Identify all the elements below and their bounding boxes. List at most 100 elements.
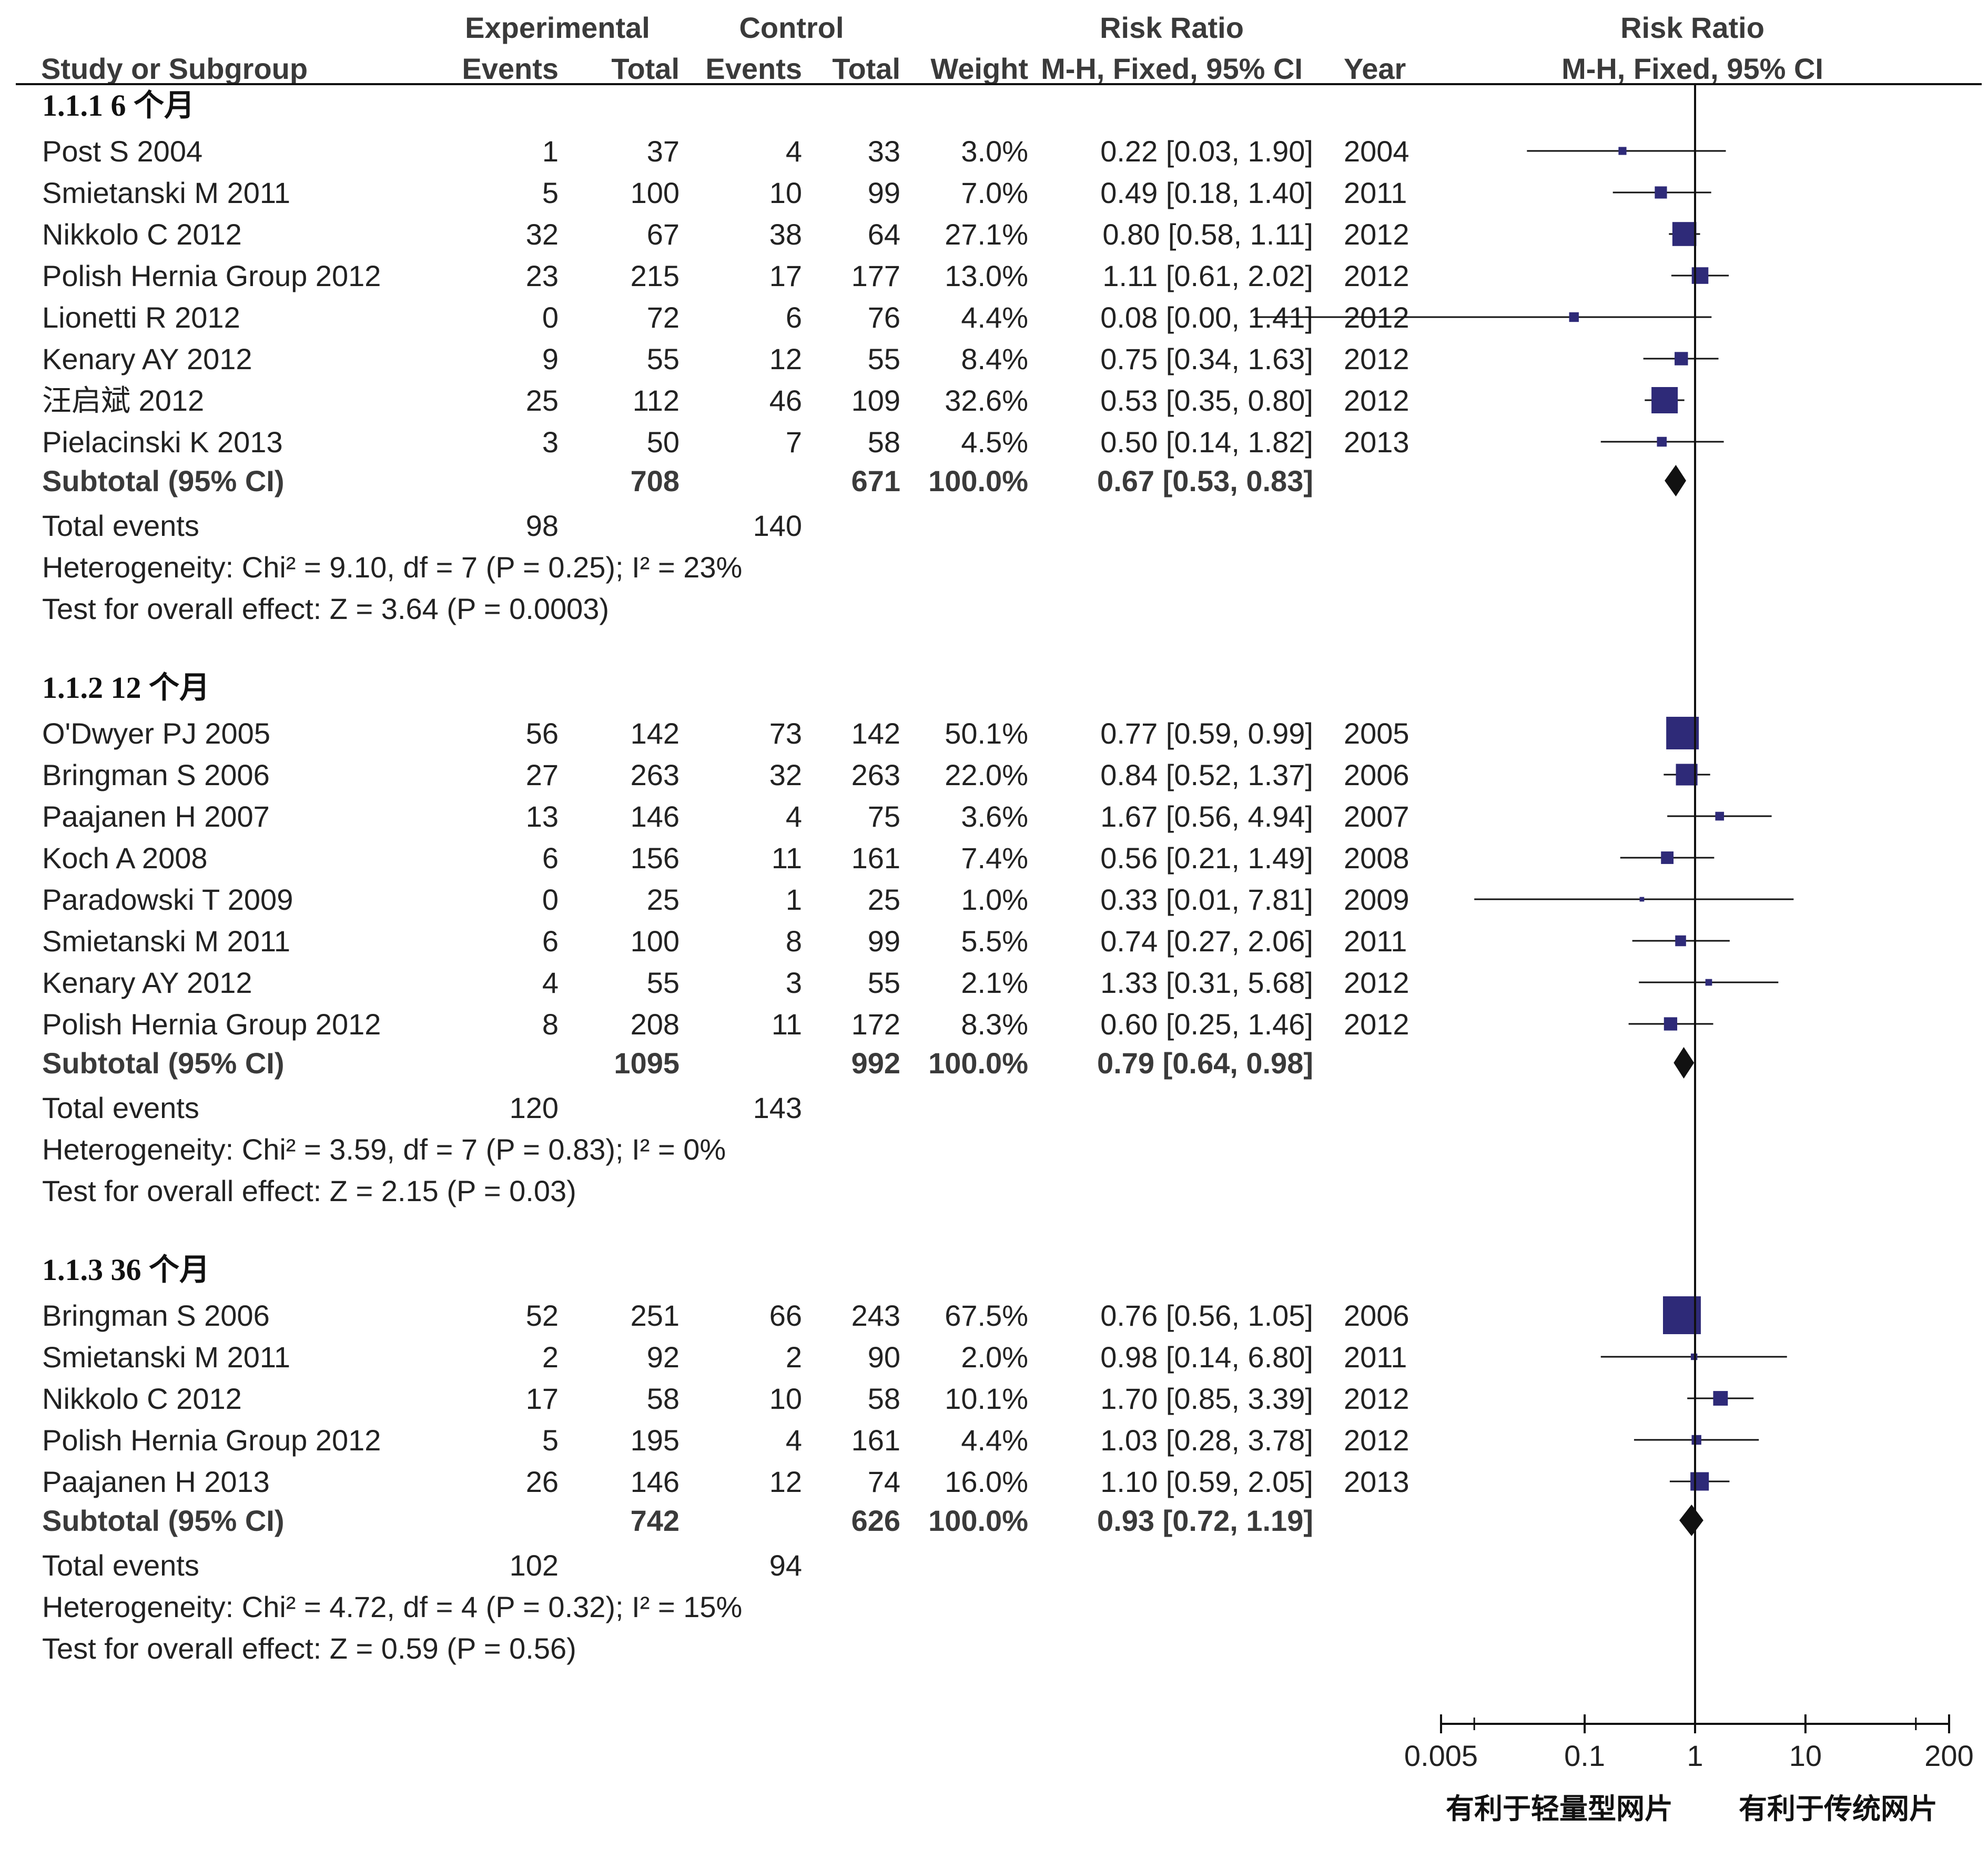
study-name: 汪启斌 2012 xyxy=(42,384,204,417)
study-row: Nikkolo C 2012 17 58 10 58 10.1% 1.70 [0.85, 3… xyxy=(42,1382,1409,1415)
study-weight-square xyxy=(1639,897,1645,902)
risk-ratio-ci: 0.98 [0.14, 6.80] xyxy=(1100,1340,1313,1374)
ctrl-events: 11 xyxy=(772,1008,802,1041)
x-axis: 0.005 0.1 1 10 200 有利于轻量型网片 有利于传统网片 xyxy=(1404,84,1974,1825)
x-tick-label: 0.1 xyxy=(1564,1739,1605,1772)
weight-value: 7.0% xyxy=(961,176,1028,209)
weight-value: 1.0% xyxy=(961,883,1028,916)
exp-events-header: Events xyxy=(462,52,559,85)
study-row: Smietanski M 2011 5 100 10 99 7.0% 0.49 [0.18,… xyxy=(42,176,1407,209)
exp-events: 6 xyxy=(542,841,559,875)
ctrl-events: 73 xyxy=(769,717,802,750)
risk-ratio-ci: 1.67 [0.56, 4.94] xyxy=(1100,800,1313,833)
weight-value: 32.6% xyxy=(945,384,1028,417)
exp-total: 146 xyxy=(631,1465,679,1498)
study-year: 2008 xyxy=(1344,841,1409,875)
weight-value: 13.0% xyxy=(945,259,1028,292)
risk-ratio-ci: 0.80 [0.58, 1.11] xyxy=(1102,218,1313,251)
exp-total: 146 xyxy=(631,800,679,833)
total-events-row: Total events 120 143 xyxy=(42,1091,802,1124)
subtotal-weight: 100.0% xyxy=(928,1047,1028,1080)
study-row: 汪启斌 2012 25 112 46 109 32.6% 0.53 [0.35, 0.80]… xyxy=(42,384,1409,417)
exp-total: 112 xyxy=(633,384,679,417)
heterogeneity-stat: Heterogeneity: Chi² = 3.59, df = 7 (P = … xyxy=(42,1133,726,1166)
ctrl-total-header: Total xyxy=(832,52,900,85)
study-name: Polish Hernia Group 2012 xyxy=(42,1424,381,1457)
exp-events: 25 xyxy=(526,384,559,417)
study-name: Lionetti R 2012 xyxy=(42,301,240,334)
ctrl-events: 11 xyxy=(772,841,802,875)
study-year: 2011 xyxy=(1344,176,1407,209)
study-weight-square xyxy=(1651,387,1678,414)
subtotal-label: Subtotal (95% CI) xyxy=(42,464,284,497)
table-header: Experimental Control Risk Ratio Risk Rat… xyxy=(16,11,1982,85)
risk-ratio-ci: 0.77 [0.59, 0.99] xyxy=(1100,717,1313,750)
study-year: 2011 xyxy=(1344,925,1407,958)
ctrl-events: 6 xyxy=(786,301,802,334)
exp-events: 52 xyxy=(526,1299,559,1332)
ctrl-events: 4 xyxy=(786,135,802,168)
favours-left-label: 有利于轻量型网片 xyxy=(1446,1792,1673,1825)
risk-ratio-ci: 0.76 [0.56, 1.05] xyxy=(1100,1299,1313,1332)
ctrl-events: 3 xyxy=(786,966,802,999)
exp-total: 25 xyxy=(647,883,679,916)
risk-ratio-ci: 1.10 [0.59, 2.05] xyxy=(1100,1465,1313,1498)
exp-total: 67 xyxy=(647,218,679,251)
weight-value: 22.0% xyxy=(945,758,1028,791)
study-name: Bringman S 2006 xyxy=(42,1299,270,1332)
ctrl-total: 263 xyxy=(851,758,900,791)
subtotal-label: Subtotal (95% CI) xyxy=(42,1047,284,1080)
subtotal-ctrl-total: 671 xyxy=(851,464,900,497)
ctrl-total: 99 xyxy=(868,176,900,209)
study-weight-square xyxy=(1655,186,1667,199)
x-tick-label: 200 xyxy=(1924,1739,1973,1772)
exp-events: 9 xyxy=(542,342,559,375)
exp-total: 55 xyxy=(647,966,679,999)
exp-events: 26 xyxy=(526,1465,559,1498)
ctrl-total: 99 xyxy=(868,925,900,958)
total-events-ctrl: 94 xyxy=(769,1549,802,1582)
weight-header: Weight xyxy=(930,52,1028,85)
ctrl-total: 58 xyxy=(868,425,900,459)
study-weight-square xyxy=(1664,1017,1678,1031)
exp-total: 208 xyxy=(631,1008,679,1041)
ctrl-events: 46 xyxy=(769,384,802,417)
study-row: Pielacinski K 2013 3 50 7 58 4.5% 0.50 [0.14, … xyxy=(42,425,1409,459)
study-name: Smietanski M 2011 xyxy=(42,176,290,209)
overall-effect-stat: Test for overall effect: Z = 0.59 (P = 0… xyxy=(42,1632,576,1665)
weight-value: 4.5% xyxy=(961,425,1028,459)
study-row: Bringman S 2006 52 251 66 243 67.5% 0.76 [0.56… xyxy=(42,1299,1409,1332)
weight-value: 16.0% xyxy=(945,1465,1028,1498)
study-name: Smietanski M 2011 xyxy=(42,925,290,958)
study-row: Post S 2004 1 37 4 33 3.0% 0.22 [0.03, 1.90] 20… xyxy=(42,135,1409,168)
weight-value: 8.4% xyxy=(961,342,1028,375)
ctrl-total: 58 xyxy=(868,1382,900,1415)
exp-total: 215 xyxy=(631,259,679,292)
subtotal-ci: 0.93 [0.72, 1.19] xyxy=(1097,1504,1313,1537)
study-row: Polish Hernia Group 2012 23 215 17 177 13.0% 1… xyxy=(42,259,1409,292)
ctrl-events: 66 xyxy=(769,1299,802,1332)
study-row: Paradowski T 2009 0 25 1 25 1.0% 0.33 [0.01, 7… xyxy=(42,883,1409,916)
total-events-exp: 120 xyxy=(510,1091,559,1124)
overall-effect-stat: Test for overall effect: Z = 3.64 (P = 0… xyxy=(42,592,609,625)
exp-total: 58 xyxy=(647,1382,679,1415)
weight-value: 3.0% xyxy=(961,135,1028,168)
ctrl-total: 177 xyxy=(851,259,900,292)
ctrl-events: 38 xyxy=(769,218,802,251)
weight-value: 2.1% xyxy=(961,966,1028,999)
exp-events: 0 xyxy=(542,301,559,334)
weight-value: 8.3% xyxy=(961,1008,1028,1041)
ctrl-total: 64 xyxy=(868,218,900,251)
subgroup-block: 1.1.2 12 个月O'Dwyer PJ 2005 56 142 73 142 50.1… xyxy=(42,671,1409,1207)
exp-total: 72 xyxy=(647,301,679,334)
ctrl-total: 243 xyxy=(851,1299,900,1332)
x-tick-label: 0.005 xyxy=(1404,1739,1478,1772)
exp-total: 92 xyxy=(647,1340,679,1374)
risk-ratio-ci: 0.33 [0.01, 7.81] xyxy=(1100,883,1313,916)
subtotal-weight: 100.0% xyxy=(928,464,1028,497)
ctrl-events: 17 xyxy=(769,259,802,292)
exp-total: 37 xyxy=(647,135,679,168)
risk-ratio-ci: 0.22 [0.03, 1.90] xyxy=(1100,135,1313,168)
study-name: Nikkolo C 2012 xyxy=(42,218,242,251)
